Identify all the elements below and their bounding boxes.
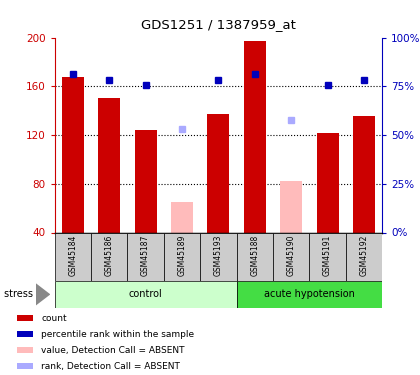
Text: GSM45193: GSM45193 (214, 235, 223, 276)
Bar (353, 116, 375, 232)
Text: percentile rank within the sample: percentile rank within the sample (41, 330, 194, 339)
Bar (55, 232, 91, 281)
Bar (98, 99, 120, 232)
Text: GSM45191: GSM45191 (323, 235, 332, 276)
Bar (135, 130, 157, 232)
Bar (171, 202, 193, 232)
Bar (317, 133, 339, 232)
Text: stress: stress (4, 290, 36, 299)
Bar (346, 232, 382, 281)
Text: acute hypotension: acute hypotension (264, 290, 355, 299)
Bar (17, 332, 33, 338)
Bar (55, 281, 236, 308)
Text: GDS1251 / 1387959_at: GDS1251 / 1387959_at (141, 18, 296, 31)
Text: GSM45188: GSM45188 (250, 235, 259, 276)
Bar (127, 232, 164, 281)
Text: count: count (41, 314, 67, 323)
Bar (236, 281, 382, 308)
Text: GSM45184: GSM45184 (68, 235, 77, 276)
Bar (164, 232, 200, 281)
Text: rank, Detection Call = ABSENT: rank, Detection Call = ABSENT (41, 362, 180, 371)
Text: GSM45189: GSM45189 (178, 235, 186, 276)
Bar (236, 232, 273, 281)
Text: GSM45190: GSM45190 (287, 235, 296, 276)
Text: GSM45192: GSM45192 (360, 235, 368, 276)
Bar (280, 182, 302, 232)
Text: GSM45186: GSM45186 (105, 235, 114, 276)
Bar (244, 41, 266, 232)
Text: control: control (129, 290, 163, 299)
Bar (17, 315, 33, 321)
Bar (17, 363, 33, 369)
Bar (207, 114, 229, 232)
Text: value, Detection Call = ABSENT: value, Detection Call = ABSENT (41, 346, 185, 355)
Bar (273, 232, 310, 281)
Bar (62, 76, 84, 232)
Bar (310, 232, 346, 281)
Bar (200, 232, 236, 281)
Polygon shape (36, 283, 50, 306)
Bar (91, 232, 127, 281)
Bar (17, 348, 33, 354)
Text: GSM45187: GSM45187 (141, 235, 150, 276)
